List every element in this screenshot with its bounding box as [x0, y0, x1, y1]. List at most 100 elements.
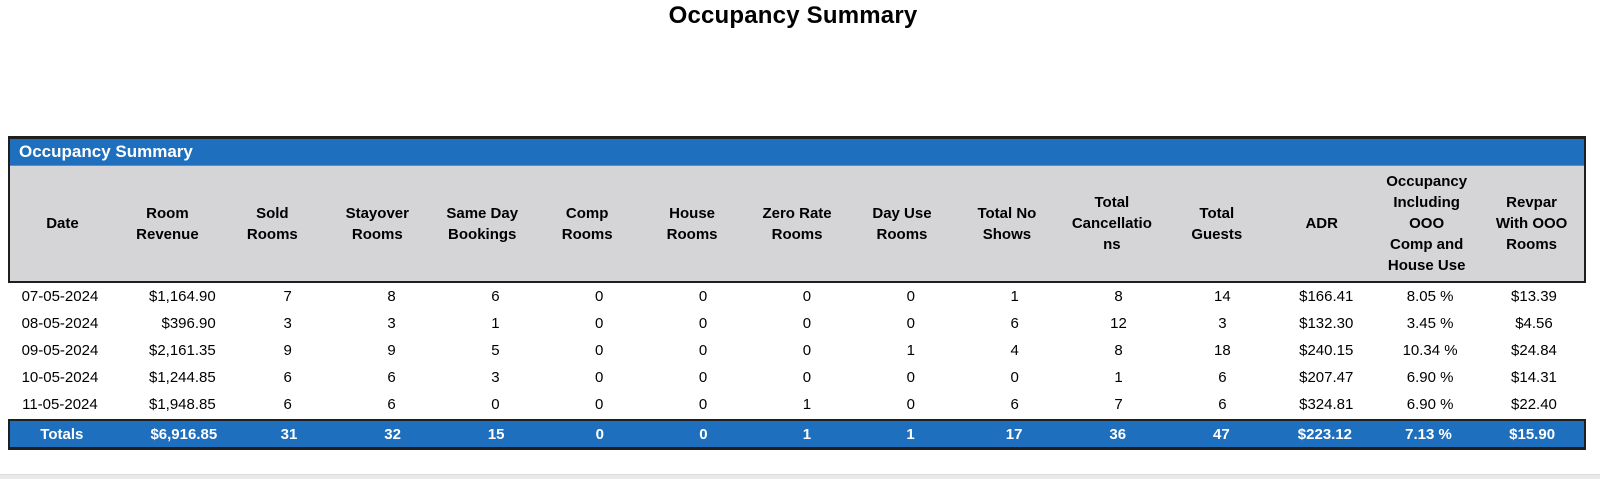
cell-sold-rooms: 6: [283, 396, 292, 413]
cell-revpar-with-ooo: $13.39: [1511, 288, 1557, 305]
cell-date: 08-05-2024: [21, 315, 99, 332]
cell-day-use-rooms: 0: [906, 396, 915, 413]
cell-revpar-with-ooo: $24.84: [1511, 342, 1557, 359]
cell-room-revenue: $1,244.85: [148, 369, 216, 386]
cell-stayover-rooms: 6: [387, 369, 396, 386]
totals-cell-occupancy-incl-ooo: 7.13 %: [1405, 425, 1452, 443]
column-header-room-revenue: Room Revenue: [136, 204, 199, 243]
column-header-house-rooms: House Rooms: [666, 204, 718, 243]
bottom-strip: [0, 474, 1600, 479]
column-header-day-use-rooms: Day Use Rooms: [872, 204, 932, 243]
occupancy-summary-table: Occupancy Summary Date Room Revenue Sold R…: [8, 136, 1586, 450]
cell-comp-rooms: 0: [595, 369, 604, 386]
totals-cell-house-rooms: 0: [699, 425, 708, 443]
cell-stayover-rooms: 8: [387, 288, 396, 305]
totals-cell-same-day-bookings: 15: [487, 425, 505, 443]
cell-house-rooms: 0: [698, 288, 708, 305]
cell-adr: $240.15: [1299, 342, 1354, 359]
cell-total-cancellations: 12: [1110, 315, 1127, 332]
cell-date: 11-05-2024: [22, 396, 98, 413]
cell-same-day-bookings: 1: [491, 315, 500, 332]
column-header-total-cancellations: Total Cancellatio ns: [1071, 194, 1152, 253]
table-row: 09-05-2024 $2,161.35 9 9 5 0 0 0 1 4 8 18 $240.15 10.…: [8, 337, 1586, 364]
cell-occupancy-incl-ooo: 6.90 %: [1406, 369, 1454, 386]
cell-zero-rate-rooms: 1: [802, 396, 812, 413]
cell-room-revenue: $2,161.35: [148, 342, 216, 359]
cell-sold-rooms: 7: [283, 288, 292, 305]
cell-day-use-rooms: 1: [906, 342, 915, 359]
cell-total-guests: 3: [1218, 315, 1227, 332]
table-header-row: Date Room Revenue Sold Rooms Stayover Rooms…: [10, 166, 1584, 281]
cell-same-day-bookings: 3: [491, 369, 500, 386]
cell-stayover-rooms: 3: [387, 315, 396, 332]
column-header-total-no-shows: Total No Shows: [977, 204, 1037, 243]
cell-total-guests: 6: [1218, 369, 1227, 386]
table-row: 08-05-2024 $396.90 3 3 1 0 0 0 0 6 12 3 $132.30 3.45 …: [8, 310, 1586, 337]
cell-total-guests: 14: [1214, 288, 1231, 305]
cell-day-use-rooms: 0: [906, 315, 915, 332]
column-header-stayover-rooms: Stayover Rooms: [345, 204, 409, 243]
cell-total-no-shows: 6: [1010, 315, 1019, 332]
totals-cell-sold-rooms: 31: [280, 425, 298, 443]
cell-occupancy-incl-ooo: 8.05 %: [1406, 288, 1454, 305]
cell-total-no-shows: 1: [1010, 288, 1019, 305]
column-header-zero-rate-rooms: Zero Rate Rooms: [762, 204, 832, 243]
cell-comp-rooms: 0: [595, 342, 604, 359]
column-header-date: Date: [46, 215, 79, 232]
cell-same-day-bookings: 0: [491, 396, 500, 413]
cell-house-rooms: 0: [698, 369, 708, 386]
column-header-comp-rooms: Comp Rooms: [561, 204, 613, 243]
column-header-occupancy-incl-ooo: Occupancy Including OOO Comp and House U…: [1386, 173, 1468, 274]
totals-cell-room-revenue: $6,916.85: [150, 425, 218, 443]
cell-occupancy-incl-ooo: 10.34 %: [1402, 342, 1458, 359]
cell-revpar-with-ooo: $22.40: [1511, 396, 1557, 413]
cell-total-cancellations: 1: [1114, 369, 1123, 386]
cell-adr: $207.47: [1299, 369, 1354, 386]
table-head-block: Occupancy Summary Date Room Revenue Sold R…: [8, 136, 1586, 283]
cell-zero-rate-rooms: 0: [802, 315, 812, 332]
cell-same-day-bookings: 6: [491, 288, 500, 305]
totals-cell-day-use-rooms: 1: [906, 425, 915, 443]
cell-total-no-shows: 4: [1010, 342, 1019, 359]
totals-cell-date: Totals: [40, 425, 84, 443]
totals-row: Totals $6,916.85 31 32 15 0 0 1 1 17 36 47 $223.12 7.…: [8, 419, 1586, 450]
totals-cell-total-guests: 47: [1212, 425, 1230, 443]
cell-date: 09-05-2024: [21, 342, 99, 359]
cell-total-no-shows: 0: [1010, 369, 1019, 386]
page-title: Occupancy Summary: [668, 2, 918, 29]
cell-occupancy-incl-ooo: 6.90 %: [1406, 396, 1454, 413]
cell-sold-rooms: 6: [283, 369, 292, 386]
cell-comp-rooms: 0: [595, 315, 604, 332]
totals-cell-zero-rate-rooms: 1: [802, 425, 812, 443]
cell-comp-rooms: 0: [595, 288, 604, 305]
cell-date: 10-05-2024: [21, 369, 99, 386]
cell-day-use-rooms: 0: [906, 369, 915, 386]
cell-total-guests: 18: [1214, 342, 1231, 359]
cell-adr: $324.81: [1299, 396, 1354, 413]
totals-cell-comp-rooms: 0: [595, 425, 604, 443]
column-header-revpar-with-ooo: Revpar With OOO Rooms: [1495, 194, 1568, 253]
cell-room-revenue: $1,948.85: [148, 396, 216, 413]
cell-date: 07-05-2024: [21, 288, 99, 305]
cell-revpar-with-ooo: $4.56: [1515, 315, 1553, 332]
cell-total-no-shows: 6: [1010, 396, 1019, 413]
totals-cell-total-cancellations: 36: [1109, 425, 1127, 443]
table-row: 07-05-2024 $1,164.90 7 8 6 0 0 0 0 1 8 14 $166.41 8.0…: [8, 283, 1586, 310]
cell-room-revenue: $1,164.90: [148, 288, 216, 305]
cell-occupancy-incl-ooo: 3.45 %: [1406, 315, 1454, 332]
table-row: 11-05-2024 $1,948.85 6 6 0 0 0 1 0 6 7 6 $324.81 6.90…: [8, 391, 1586, 418]
cell-house-rooms: 0: [698, 315, 708, 332]
column-header-adr: ADR: [1305, 215, 1338, 232]
cell-stayover-rooms: 9: [387, 342, 396, 359]
totals-cell-stayover-rooms: 32: [384, 425, 401, 443]
table-row: 10-05-2024 $1,244.85 6 6 3 0 0 0 0 0 1 6 $207.47 6.90…: [8, 364, 1586, 391]
cell-adr: $166.41: [1299, 288, 1354, 305]
cell-day-use-rooms: 0: [906, 288, 915, 305]
cell-sold-rooms: 3: [283, 315, 292, 332]
totals-cell-total-no-shows: 17: [1005, 425, 1023, 443]
cell-zero-rate-rooms: 0: [802, 369, 812, 386]
cell-total-cancellations: 8: [1114, 288, 1123, 305]
cell-zero-rate-rooms: 0: [802, 288, 812, 305]
cell-revpar-with-ooo: $14.31: [1511, 369, 1557, 386]
cell-comp-rooms: 0: [595, 396, 604, 413]
